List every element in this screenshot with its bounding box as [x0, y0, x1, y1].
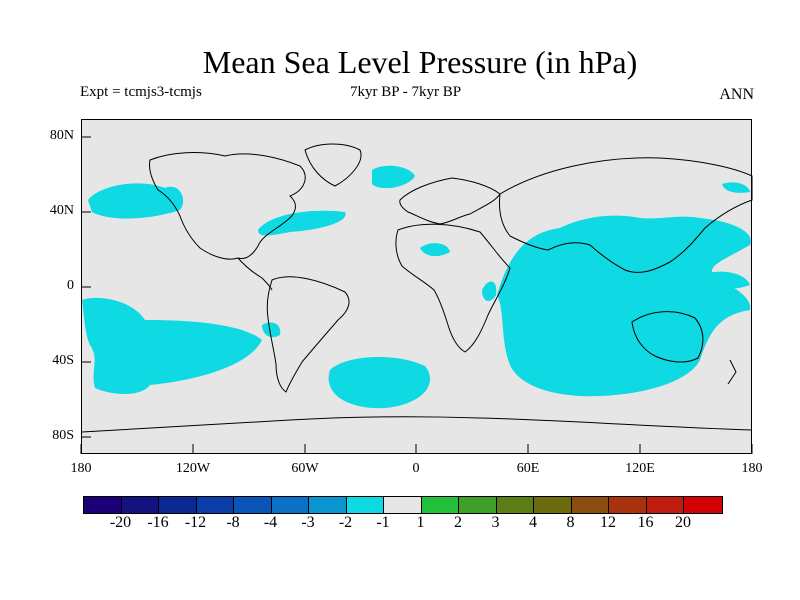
legend-label: 8 — [566, 514, 575, 531]
coast-antarctica — [81, 416, 753, 433]
coast-europe — [399, 177, 501, 225]
coast-australia — [631, 311, 704, 363]
coast-central-america — [237, 257, 273, 291]
coast-south-america — [266, 276, 350, 393]
legend-swatch — [121, 497, 159, 513]
legend-label: 3 — [491, 514, 500, 531]
legend-swatch — [459, 497, 497, 513]
legend-swatch — [309, 497, 347, 513]
legend-label: -1 — [376, 514, 390, 531]
axis-ticks — [80, 136, 753, 454]
x-tick-label: 120E — [625, 461, 655, 476]
x-tick-label: 60W — [291, 461, 319, 476]
anomaly-north-atlantic — [258, 210, 346, 236]
coast-greenland — [304, 143, 362, 187]
legend-label: -3 — [301, 514, 315, 531]
anomaly-south-pacific — [82, 297, 262, 394]
anomaly-arctic-asia — [722, 182, 750, 193]
legend-swatch — [534, 497, 572, 513]
x-tick-label: 60E — [516, 461, 540, 476]
legend-swatch — [84, 497, 122, 513]
legend-label: -12 — [184, 514, 207, 531]
anomaly-sahara — [420, 243, 450, 257]
legend-swatch — [346, 497, 384, 513]
coast-africa — [395, 223, 511, 353]
x-tick-label: 180 — [741, 461, 763, 476]
legend-label: 12 — [600, 514, 616, 531]
legend-label: 4 — [529, 514, 537, 531]
anomaly-east-africa — [482, 281, 497, 302]
legend-label: -8 — [226, 514, 240, 531]
legend-swatch — [684, 497, 722, 513]
legend-label: 1 — [416, 514, 425, 531]
anomaly-north-pacific — [88, 183, 184, 219]
legend-label: -4 — [263, 514, 278, 531]
legend-swatch — [646, 497, 684, 513]
legend-swatch — [159, 497, 197, 513]
anomaly-greenland-sea — [372, 165, 415, 189]
legend-label: -2 — [338, 514, 353, 531]
legend-swatch — [609, 497, 647, 513]
y-tick-label: 80S — [52, 428, 74, 443]
legend-label: -16 — [147, 514, 169, 531]
y-tick-label: 40N — [49, 203, 74, 218]
anomaly-sw-pacific — [700, 271, 750, 289]
legend-label: -20 — [109, 514, 132, 531]
y-tick-label: 40S — [52, 353, 74, 368]
x-tick-label: 120W — [175, 461, 211, 476]
legend-swatch — [234, 497, 272, 513]
y-tick-label: 0 — [67, 278, 74, 293]
legend-swatch — [196, 497, 234, 513]
legend-swatch — [421, 497, 459, 513]
coastlines — [81, 143, 753, 433]
season-label: ANN — [719, 86, 754, 103]
legend-colorbar — [83, 496, 723, 514]
period-label: 7kyr BP - 7kyr BP — [350, 84, 462, 100]
anomaly-indian-ocean — [497, 215, 751, 397]
legend-swatch — [271, 497, 309, 513]
coast-new-zealand — [727, 359, 737, 385]
x-tick-label: 180 — [70, 461, 92, 476]
legend-swatch — [571, 497, 609, 513]
legend-swatch — [496, 497, 534, 513]
coast-asia — [499, 157, 753, 273]
anomaly-east-pacific — [262, 322, 281, 338]
x-tick-label: 0 — [412, 461, 420, 476]
anomaly-regions — [82, 165, 751, 409]
experiment-label: Expt = tcmjs3-tcmjs — [80, 84, 202, 100]
y-tick-label: 80N — [49, 128, 74, 143]
coast-north-america — [149, 152, 306, 260]
legend-swatch — [384, 497, 422, 513]
legend-label: 16 — [637, 514, 654, 531]
chart-title: Mean Sea Level Pressure (in hPa) — [202, 44, 638, 80]
legend-label: 2 — [454, 514, 462, 531]
legend-label: 20 — [675, 514, 691, 531]
anomaly-south-atlantic — [328, 356, 431, 409]
